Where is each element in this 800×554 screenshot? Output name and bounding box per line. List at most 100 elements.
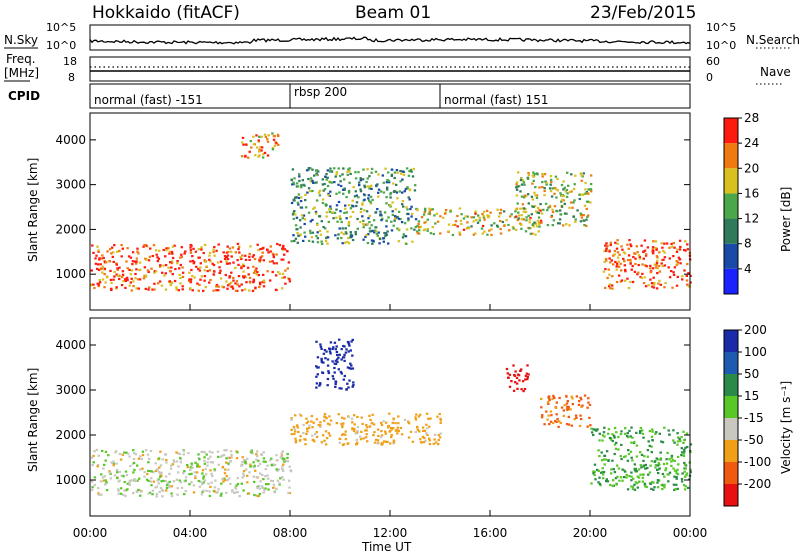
echo-cell: [265, 483, 268, 486]
echo-cell: [236, 490, 239, 494]
echo-cell: [376, 442, 379, 445]
echo-cell: [680, 435, 683, 439]
echo-cell: [368, 230, 372, 233]
echo-cell: [490, 233, 493, 237]
echo-cell: [369, 202, 373, 205]
echo-cell: [164, 475, 168, 478]
echo-cell: [420, 216, 424, 219]
echo-cell: [685, 432, 689, 435]
echo-cell: [139, 468, 142, 471]
echo-cell: [196, 282, 199, 285]
echo-cell: [656, 259, 659, 262]
echo-cell: [422, 429, 425, 432]
echo-cell: [526, 376, 529, 379]
echo-cell: [670, 454, 674, 457]
echo-cell: [374, 229, 378, 233]
echo-cell: [226, 287, 229, 290]
echo-cell: [168, 484, 171, 487]
echo-cell: [583, 394, 587, 397]
echo-cell: [431, 226, 434, 229]
echo-cell: [241, 141, 244, 144]
echo-cell: [110, 246, 114, 249]
echo-cell: [298, 179, 301, 182]
echo-cell: [532, 225, 535, 228]
echo-cell: [196, 464, 200, 467]
echo-cell: [282, 459, 285, 462]
echo-cell: [103, 260, 106, 263]
echo-cell: [155, 493, 159, 496]
echo-cell: [389, 442, 392, 445]
echo-cell: [631, 487, 635, 490]
echo-cell: [550, 195, 554, 198]
echo-cell: [225, 461, 228, 464]
echo-cell: [361, 422, 364, 425]
echo-cell: [587, 200, 590, 203]
echo-cell: [597, 469, 600, 472]
colorbar-swatch: [724, 143, 738, 169]
echo-cell: [563, 202, 566, 205]
echo-cell: [425, 432, 428, 435]
echo-cell: [178, 456, 182, 460]
echo-cell: [137, 252, 140, 255]
echo-cell: [379, 210, 382, 213]
echo-cell: [165, 489, 168, 492]
echo-cell: [300, 186, 303, 189]
echo-cell: [97, 285, 100, 288]
echo-cell: [541, 414, 544, 417]
echo-cell: [204, 473, 208, 476]
echo-cell: [171, 463, 174, 466]
echo-cell: [554, 175, 558, 178]
echo-cell: [145, 258, 148, 261]
echo-cell: [92, 461, 95, 464]
echo-cell: [194, 476, 197, 479]
echo-cell: [269, 250, 272, 253]
echo-cell: [547, 206, 550, 209]
echo-cell: [222, 480, 225, 483]
range-tick-label: 2000: [55, 222, 86, 236]
echo-cell: [331, 347, 334, 351]
echo-cell: [225, 491, 228, 494]
echo-cell: [311, 240, 315, 243]
echo-cell: [295, 196, 298, 199]
echo-cell: [623, 455, 626, 459]
echo-cell: [458, 233, 462, 236]
echo-cell: [526, 193, 530, 196]
echo-cell: [688, 478, 691, 481]
echo-cell: [678, 248, 682, 251]
echo-cell: [672, 273, 676, 276]
echo-cell: [570, 190, 573, 193]
echo-cell: [582, 214, 585, 217]
echo-cell: [639, 451, 642, 454]
echo-cell: [528, 218, 531, 221]
echo-cell: [322, 189, 325, 192]
echo-cell: [384, 430, 387, 433]
echo-cell: [645, 253, 648, 256]
echo-cell: [105, 276, 109, 279]
echo-cell: [592, 472, 595, 475]
echo-cell: [261, 156, 265, 159]
echo-cell: [380, 421, 383, 425]
echo-cell: [629, 450, 633, 453]
echo-cell: [318, 189, 322, 192]
echo-cell: [214, 479, 217, 482]
echo-cell: [385, 225, 388, 228]
echo-cell: [304, 438, 307, 441]
echo-cell: [671, 286, 674, 289]
echo-cell: [573, 418, 576, 421]
echo-cell: [112, 251, 115, 254]
echo-cell: [306, 427, 309, 430]
echo-cell: [343, 178, 346, 181]
echo-cell: [550, 215, 553, 218]
echo-cell: [321, 434, 325, 437]
echo-cell: [689, 443, 693, 446]
echo-cell: [428, 442, 432, 446]
echo-cell: [434, 222, 437, 225]
echo-cell: [113, 270, 116, 274]
echo-cell: [368, 175, 371, 178]
echo-cell: [665, 458, 668, 461]
echo-cell: [184, 490, 187, 493]
echo-cell: [482, 215, 485, 218]
echo-cell: [480, 227, 484, 230]
echo-cell: [680, 477, 684, 481]
echo-cell: [518, 379, 521, 382]
